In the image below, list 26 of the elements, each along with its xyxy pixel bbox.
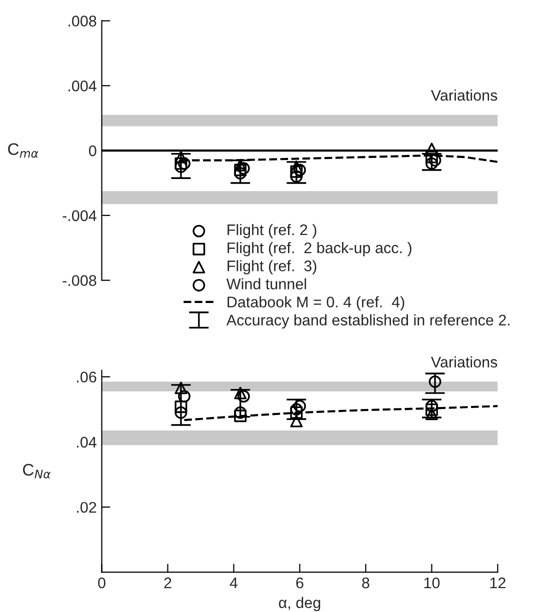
y-axis-title: C$_{Nα}$ xyxy=(23,464,51,478)
x-tick-label: 4 xyxy=(230,578,238,588)
x-tick-label: 12 xyxy=(490,577,506,588)
text: Accuracy band established in reference 2. xyxy=(226,314,510,329)
x-axis-title: α, deg xyxy=(278,596,320,612)
y-tick-label: .06 xyxy=(77,372,96,382)
legend-label: Flight (ref. 2 ) xyxy=(228,224,316,238)
band-label: Variations xyxy=(430,90,498,101)
x-tick-label: 0 xyxy=(98,577,106,588)
y-tick-label: -.008 xyxy=(62,275,96,286)
y-tick-label: 0 xyxy=(88,145,96,156)
x-tick-label: 8 xyxy=(362,577,370,588)
y-tick-label: .02 xyxy=(77,502,96,513)
legend-label: Databook M = 0. 4 (ref. 4) xyxy=(228,296,404,310)
legend-label: Flight (ref. 3) xyxy=(228,260,316,274)
x-tick-label: 2 xyxy=(164,577,172,588)
y-tick-label: .04 xyxy=(77,436,96,448)
x-tick-label: 10 xyxy=(424,577,440,588)
y-tick-label: .004 xyxy=(68,80,96,92)
band-label: Variations xyxy=(430,356,498,368)
y-axis-title: C$_{mα}$ xyxy=(8,143,38,158)
legend-label: Wind tunnel xyxy=(226,278,306,290)
y-tick-label: .008 xyxy=(68,16,96,26)
y-tick-label: -.004 xyxy=(62,210,96,222)
x-tick-label: 6 xyxy=(296,577,304,588)
legend-label: Flight (ref. 2 back-up acc. ) xyxy=(228,242,412,256)
